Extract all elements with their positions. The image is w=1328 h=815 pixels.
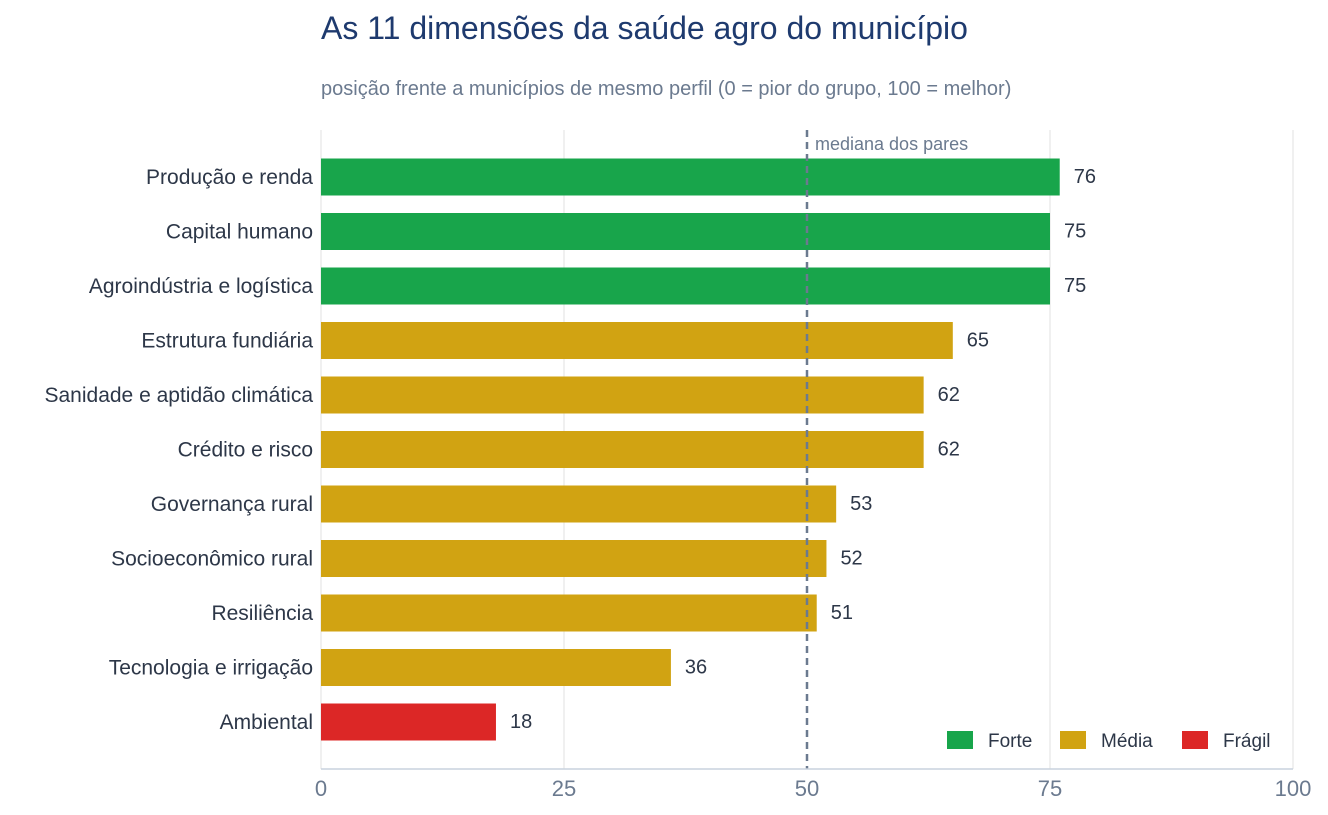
category-label: Crédito e risco [178,439,313,462]
value-label: 53 [850,493,872,515]
category-label: Produção e renda [146,166,313,189]
legend: Forte Média Frágil [947,731,1271,752]
bar [321,431,924,468]
median-reference: mediana dos pares [805,130,968,769]
legend-item: Frágil [1182,731,1271,752]
legend-item: Média [1060,731,1153,752]
bar [321,485,837,523]
bar [321,322,953,359]
x-axis: 0 25 50 75 100 [315,768,1312,801]
bar [321,267,1050,305]
bar [321,158,1060,196]
legend-swatch [1182,731,1208,749]
category-label: Agroindústria e logística [89,275,313,298]
legend-label: Forte [988,731,1032,752]
legend-label: Frágil [1223,731,1271,752]
x-tick-label: 25 [552,776,576,801]
x-tick-label: 75 [1038,776,1062,801]
category-label: Sanidade e aptidão climática [44,384,313,407]
bar [321,213,1050,250]
category-label: Estrutura fundiária [141,330,313,353]
x-tick-label: 100 [1275,776,1312,801]
category-labels: Produção e renda Capital humano Agroindúst… [44,166,313,734]
category-label: Ambiental [220,711,313,734]
category-label: Resiliência [211,602,313,625]
legend-label: Média [1101,731,1153,752]
bars [321,158,1060,741]
value-label: 51 [831,602,853,624]
bar [321,594,817,632]
bar [321,540,827,577]
value-label: 36 [685,657,707,679]
value-label: 62 [938,384,960,406]
bar [321,376,924,414]
x-tick-label: 0 [315,776,327,801]
chart-title: As 11 dimensões da saúde agro do municíp… [321,10,968,46]
category-label: Capital humano [166,221,313,244]
value-labels: 76 75 75 65 62 62 53 52 51 36 18 [510,166,1096,733]
legend-swatch [1060,731,1086,749]
legend-item: Forte [947,731,1032,752]
value-label: 75 [1064,275,1086,297]
value-label: 75 [1064,221,1086,243]
legend-swatch [947,731,973,749]
category-label: Tecnologia e irrigação [109,657,313,680]
value-label: 62 [938,439,960,461]
value-label: 76 [1074,166,1096,188]
value-label: 52 [840,548,862,570]
bar [321,649,671,686]
category-label: Governança rural [151,493,313,516]
x-tick-label: 50 [795,776,819,801]
category-label: Socioeconômico rural [111,548,313,571]
value-label: 65 [967,330,989,352]
value-label: 18 [510,711,532,733]
bar [321,703,496,741]
median-label: mediana dos pares [815,134,968,154]
chart-subtitle: posição frente a municípios de mesmo per… [321,78,1012,100]
